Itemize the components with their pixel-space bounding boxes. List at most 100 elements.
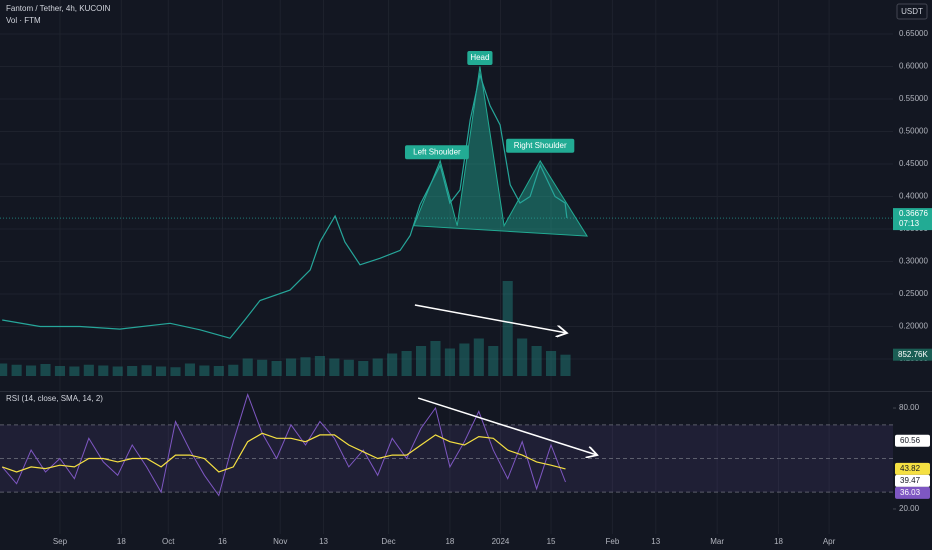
y-tick-label: 0.20000 xyxy=(899,322,928,331)
x-tick-label: Feb xyxy=(606,537,620,546)
volume-bar xyxy=(83,364,94,376)
volume-bar xyxy=(25,365,37,376)
volume-bar xyxy=(372,358,383,376)
currency-button[interactable] xyxy=(896,3,928,20)
trendline xyxy=(417,397,597,455)
currency[interactable]: USDT xyxy=(901,7,923,16)
last-volume-box xyxy=(893,348,932,361)
x-tick-label: 16 xyxy=(218,537,227,546)
rsi-line xyxy=(1,393,566,497)
volume-bar xyxy=(430,341,441,376)
rsi-value-box xyxy=(895,474,930,487)
annotation: Right Shoulder xyxy=(514,141,567,150)
y-tick-label: 0.60000 xyxy=(899,62,928,71)
last-price-box xyxy=(893,208,932,231)
y-tick-label: 0.45000 xyxy=(899,159,928,168)
rsi-value-box xyxy=(895,486,930,499)
trendline xyxy=(414,304,567,333)
annotation: Head xyxy=(470,53,489,62)
rsi-value: 36.03 xyxy=(900,488,921,497)
volume-bar xyxy=(0,363,8,376)
y-tick-label: 0.50000 xyxy=(899,127,928,136)
annotation-box xyxy=(467,51,493,66)
plot-layer xyxy=(0,0,893,534)
x-tick-label: Mar xyxy=(710,537,724,546)
x-tick-label: 18 xyxy=(774,537,783,546)
last-volume: 852.76K xyxy=(898,350,928,359)
volume-bar xyxy=(314,356,325,376)
volume-bar xyxy=(285,358,297,376)
y-tick-label: 0.65000 xyxy=(899,29,928,38)
x-tick-label: 13 xyxy=(319,537,328,546)
volume-bar xyxy=(242,358,253,376)
y-tick-label: 20.00 xyxy=(899,504,920,513)
countdown: 07:13 xyxy=(899,219,920,228)
y-tick-label: 0.25000 xyxy=(899,289,928,298)
volume-bar xyxy=(473,338,484,376)
x-tick-label: 15 xyxy=(547,537,556,546)
price-axis xyxy=(893,0,932,550)
volume-bar xyxy=(257,359,268,376)
volume-bar xyxy=(358,361,369,376)
x-tick-label: Dec xyxy=(381,537,395,546)
volume-bar xyxy=(401,351,412,376)
volume-bar xyxy=(54,366,65,376)
volume-bar xyxy=(531,346,542,376)
annotation: Left Shoulder xyxy=(413,147,461,156)
volume-bar xyxy=(387,353,398,376)
x-tick-label: Sep xyxy=(53,537,68,546)
x-tick-label: Nov xyxy=(273,537,287,546)
volume-bar xyxy=(517,338,528,376)
volume-bar xyxy=(560,354,571,376)
volume-bar xyxy=(69,366,80,376)
volume-bar xyxy=(112,366,123,376)
volume-bar xyxy=(444,348,455,376)
volume-bar xyxy=(545,351,557,376)
last-price: 0.36676 xyxy=(899,209,928,218)
volume-title: Vol · FTM xyxy=(6,16,41,25)
volume-bar xyxy=(502,281,513,376)
rsi-value: 43.82 xyxy=(900,464,921,473)
y-tick-label: 0.40000 xyxy=(899,192,928,201)
price-line xyxy=(2,72,568,339)
y-tick-label: 0.55000 xyxy=(899,94,928,103)
volume-bar xyxy=(213,366,224,376)
volume-bar xyxy=(170,367,181,376)
volume-bar xyxy=(343,359,354,376)
annotation-box xyxy=(506,138,575,153)
rsi-value: 39.47 xyxy=(900,476,921,485)
volume-bar xyxy=(228,364,239,376)
x-tick-label: Oct xyxy=(162,537,175,546)
x-tick-label: Apr xyxy=(823,537,836,546)
volume-bar xyxy=(40,364,51,376)
volume-bar xyxy=(300,357,311,376)
x-tick-label: 13 xyxy=(651,537,660,546)
volume-bar xyxy=(141,365,152,376)
rsi-ma-line xyxy=(1,432,566,473)
rsi-title: RSI (14, close, SMA, 14, 2) xyxy=(6,394,103,403)
volume-bar xyxy=(329,358,340,376)
rsi-value-box xyxy=(895,434,930,447)
volume-bar xyxy=(184,363,195,376)
volume-bar xyxy=(488,346,499,376)
x-tick-label: 2024 xyxy=(492,537,510,546)
volume-bar xyxy=(199,365,210,376)
y-tick-label: 80.00 xyxy=(899,403,920,412)
x-tick-label: 18 xyxy=(117,537,126,546)
volume-bar xyxy=(155,366,167,376)
rsi-value: 60.56 xyxy=(900,436,921,445)
volume-bar xyxy=(98,365,109,376)
chart-title: Fantom / Tether, 4h, KUCOIN xyxy=(6,4,111,13)
volume-bar xyxy=(271,361,282,376)
volume-bar xyxy=(127,366,138,376)
y-tick-label: 0.30000 xyxy=(899,257,928,266)
rsi-value-box xyxy=(895,462,930,475)
volume-bar xyxy=(11,364,22,376)
x-tick-label: 18 xyxy=(445,537,454,546)
volume-bar xyxy=(415,346,427,376)
annotation-box xyxy=(404,145,469,160)
head-shoulders-pattern xyxy=(413,66,589,237)
volume-bar xyxy=(459,343,470,376)
